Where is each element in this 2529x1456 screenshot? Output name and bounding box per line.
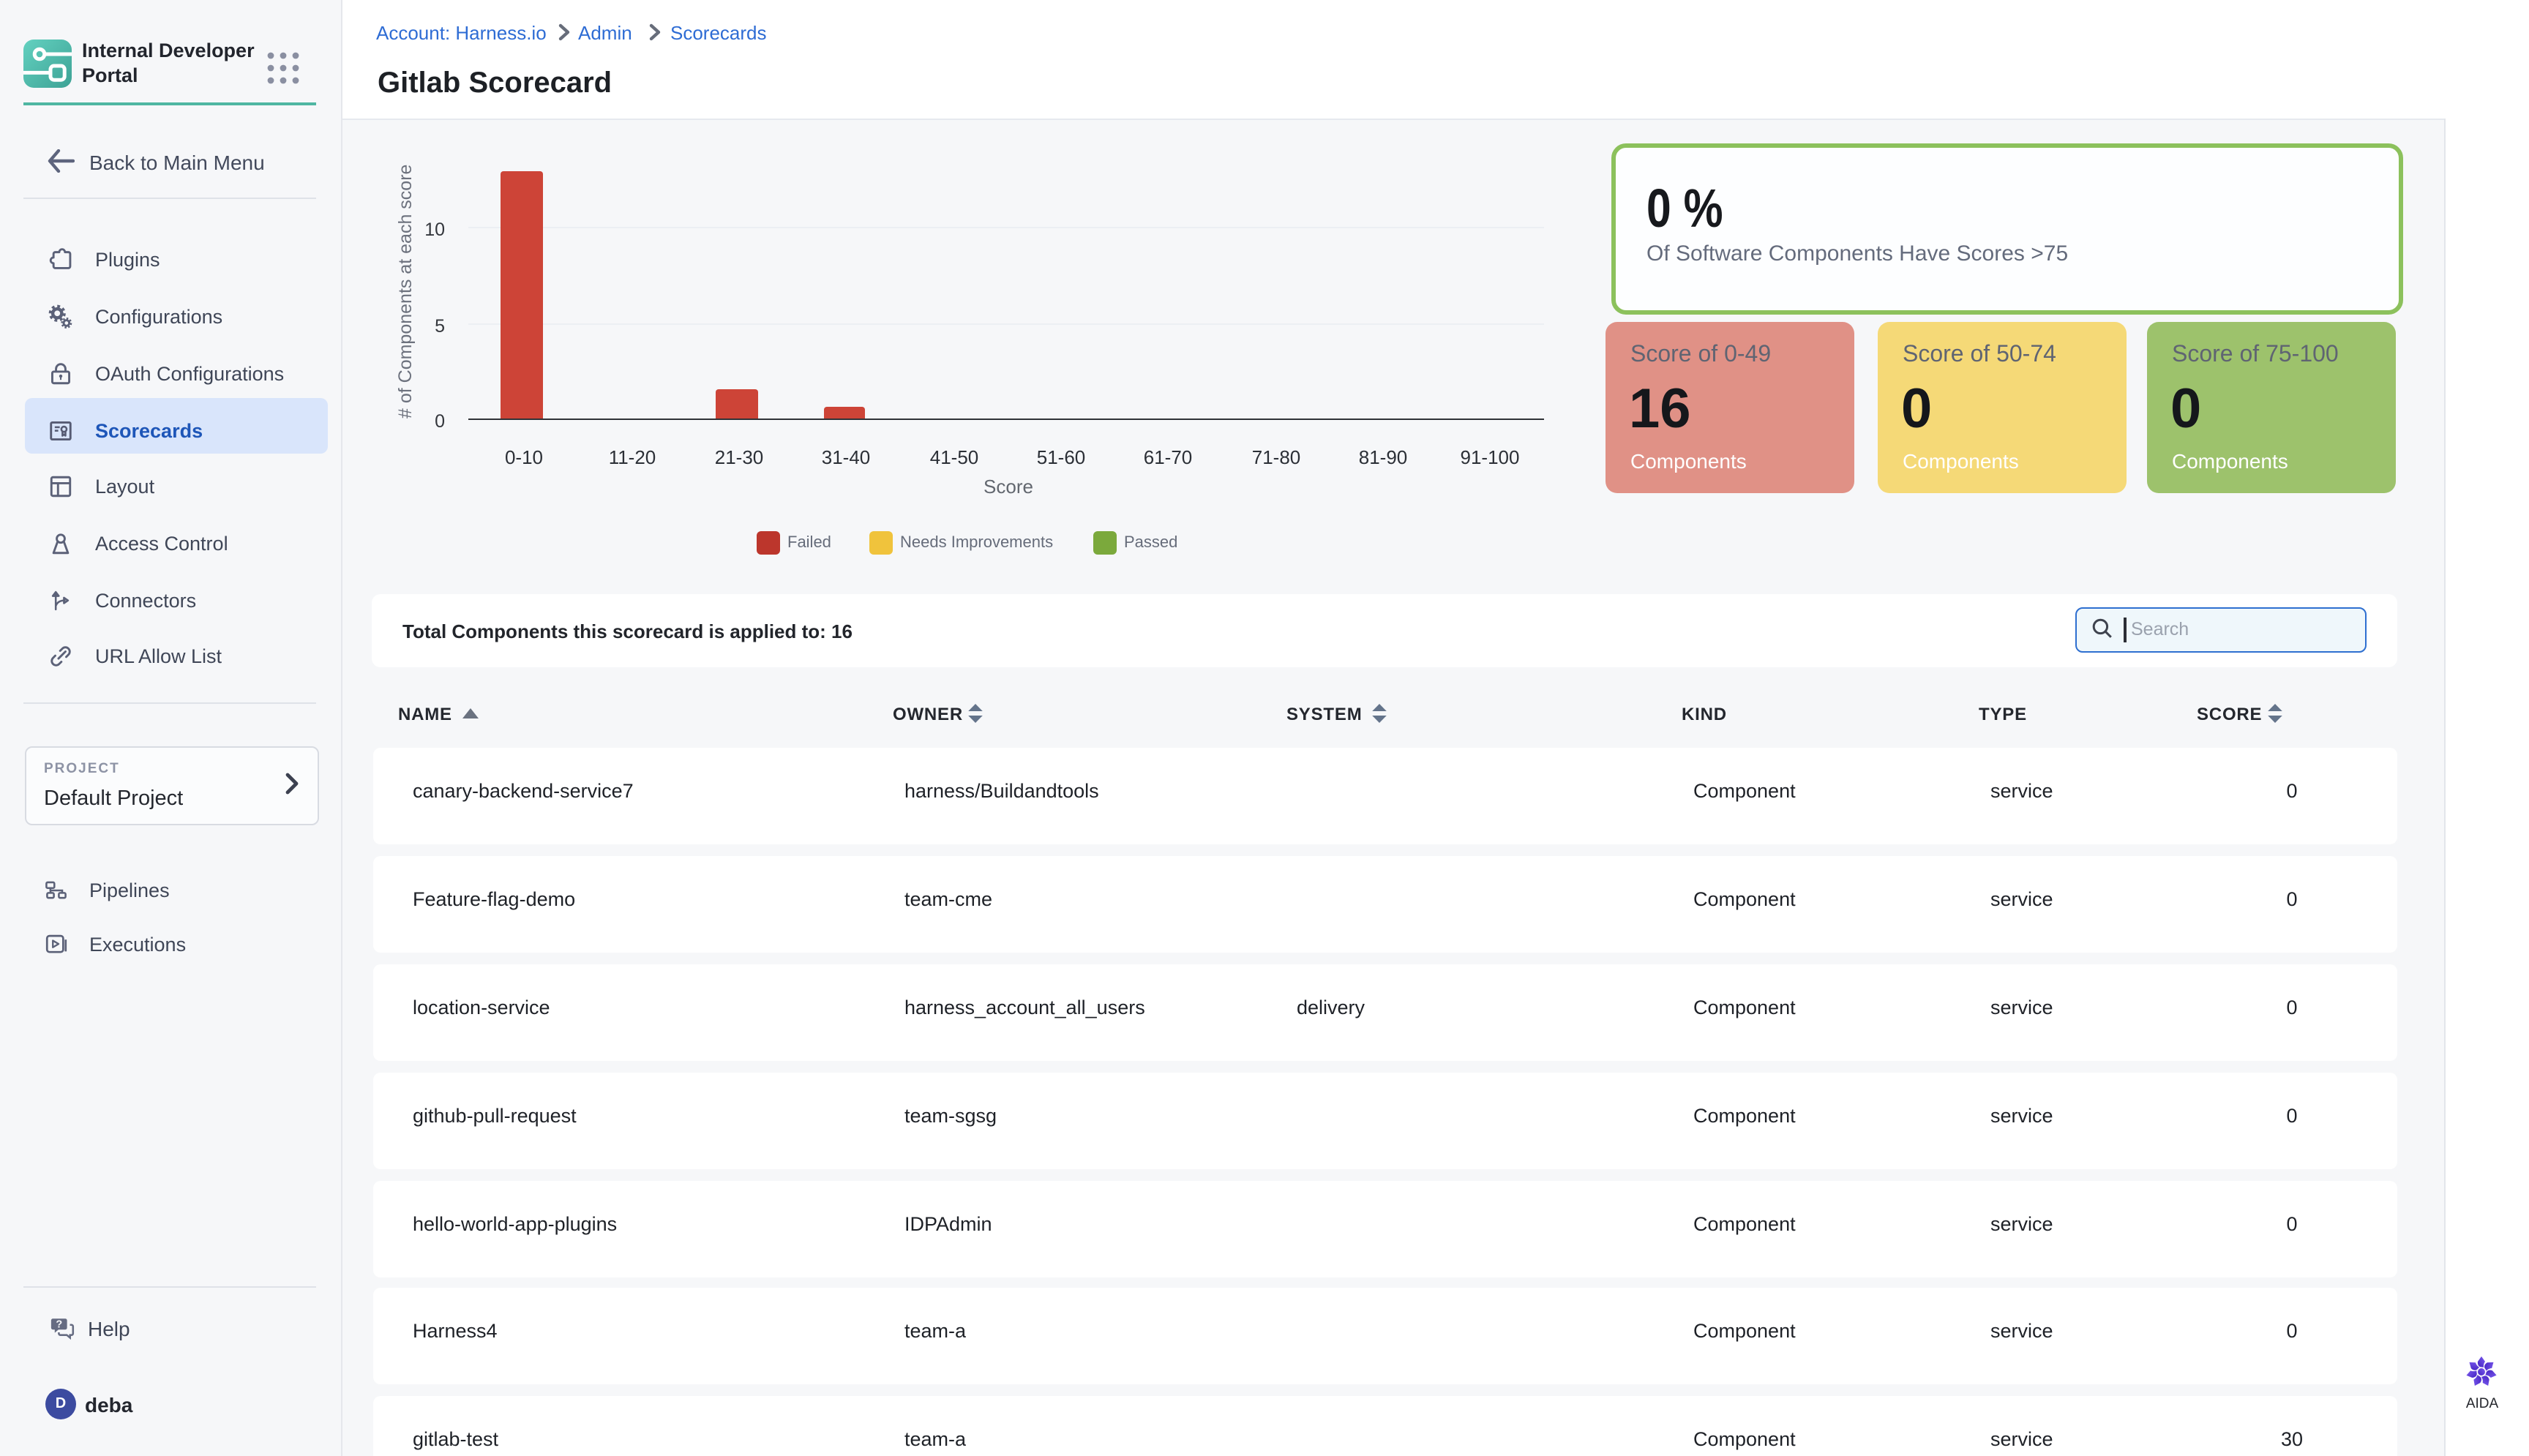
svg-text:?: ? bbox=[56, 1318, 62, 1330]
